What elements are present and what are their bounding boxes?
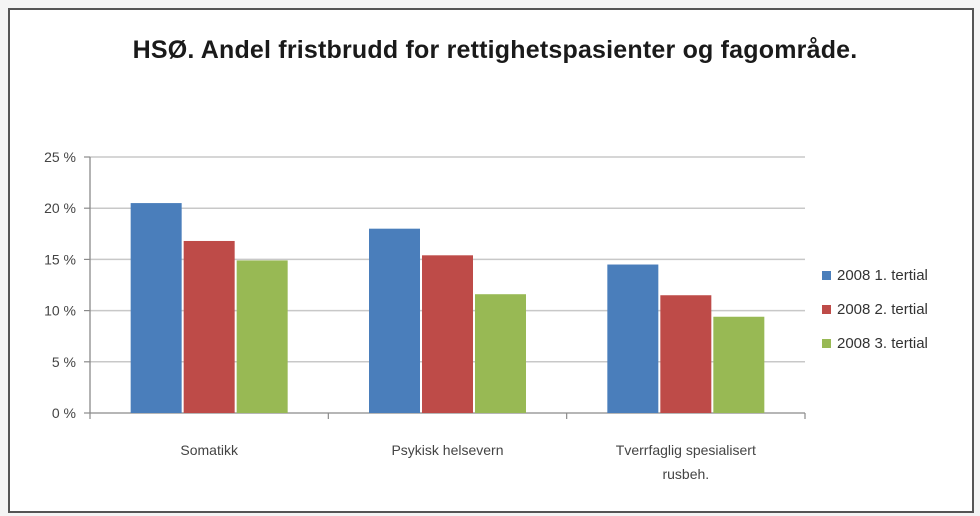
bar [183,240,235,413]
x-tick-label: Tverrfaglig spesialisert [616,442,756,458]
bar [130,203,182,413]
x-tick-label: Psykisk helsevern [391,442,503,458]
legend-label: 2008 3. tertial [837,334,928,352]
legend: 2008 1. tertial 2008 2. tertial 2008 3. te… [822,258,928,360]
bar [369,228,420,413]
bar [660,295,712,413]
y-tick-label: 10 % [44,303,76,319]
legend-swatch [822,304,831,314]
chart-title: HSØ. Andel fristbrudd for rettighetspasi… [132,36,858,64]
y-tick-label: 20 % [44,200,76,216]
bar [607,264,659,413]
bar [713,316,765,413]
legend-swatch [822,270,831,280]
bars [130,203,765,413]
legend-item: 2008 3. tertial [822,326,928,360]
x-tick-label: Somatikk [180,442,239,458]
bar [475,294,526,413]
legend-label: 2008 2. tertial [837,300,928,318]
y-tick-label: 0 % [52,405,76,421]
y-tick-label: 15 % [44,251,76,267]
y-tick-label: 5 % [52,354,76,370]
legend-swatch [822,338,831,348]
legend-item: 2008 1. tertial [822,258,928,292]
legend-label: 2008 1. tertial [837,266,928,284]
axis-labels: 0 % 5 % 10 % 15 % 20 % 25 % Somatikk Psykisk he… [44,149,756,482]
x-tick-label: rusbeh. [662,466,709,482]
y-tick-label: 25 % [44,149,76,165]
bar [422,255,473,413]
legend-item: 2008 2. tertial [822,292,928,326]
bar [236,260,288,413]
